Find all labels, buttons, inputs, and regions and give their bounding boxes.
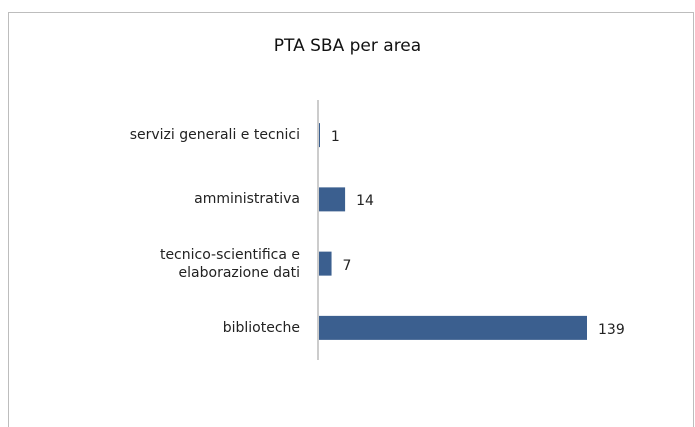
chart-title: PTA SBA per area (273, 36, 422, 56)
value-label: 7 (342, 257, 352, 274)
category-label: amministrativa (194, 191, 300, 208)
category-label: tecnico-scientifica e elaborazione dati (159, 246, 300, 281)
frame (8, 12, 694, 427)
value-label: 14 (356, 193, 374, 210)
bar (319, 187, 346, 212)
value-label: 139 (598, 321, 625, 338)
category-label: biblioteche (222, 319, 300, 336)
category-label: servizi generali e tecnici (129, 127, 300, 144)
bar (319, 251, 332, 276)
bar (319, 315, 587, 340)
bar (319, 123, 320, 148)
value-label: 1 (330, 129, 340, 146)
